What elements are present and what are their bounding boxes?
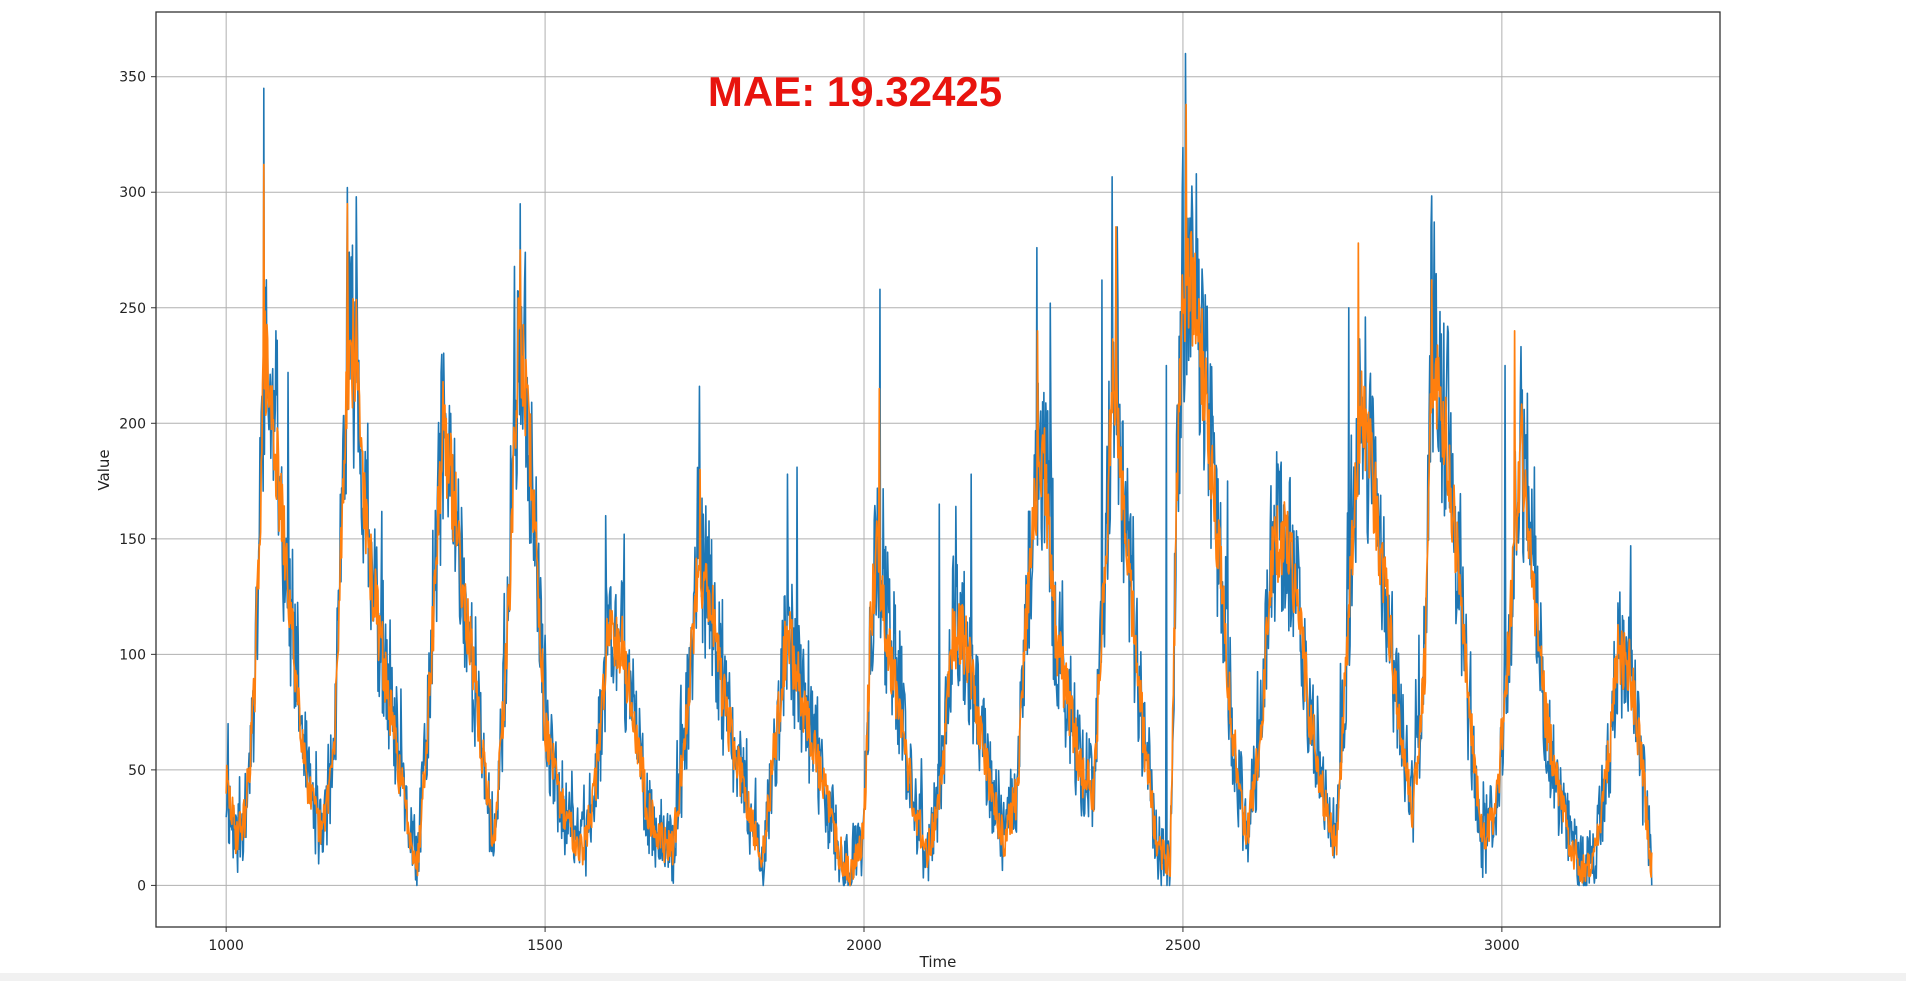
y-tick-label: 300 [119,185,146,201]
y-axis-label: Value [95,449,113,490]
series-line-orange [225,103,1653,887]
y-tick-label: 350 [119,70,146,86]
x-tick-label: 2000 [846,938,882,954]
x-axis-ticks: 1000 1500 2000 2500 3000 [208,927,1520,954]
mae-annotation: MAE: 19.32425 [708,68,1002,115]
y-tick-label: 50 [128,763,146,779]
y-tick-label: 250 [119,301,146,317]
y-tick-label: 100 [119,647,146,663]
y-tick-label: 0 [137,878,146,894]
x-axis-label: Time [919,953,957,971]
plot-frame [155,11,1721,928]
bottom-strip [0,973,1906,981]
y-tick-label: 200 [119,416,146,432]
x-tick-label: 1500 [527,938,563,954]
y-tick-label: 150 [119,532,146,548]
x-tick-label: 1000 [208,938,244,954]
x-tick-label: 2500 [1165,938,1201,954]
x-tick-label: 3000 [1484,938,1520,954]
grid [156,12,1720,927]
y-axis-ticks: 0 50 100 150 200 250 300 350 [119,70,156,894]
series-lines [225,52,1653,887]
